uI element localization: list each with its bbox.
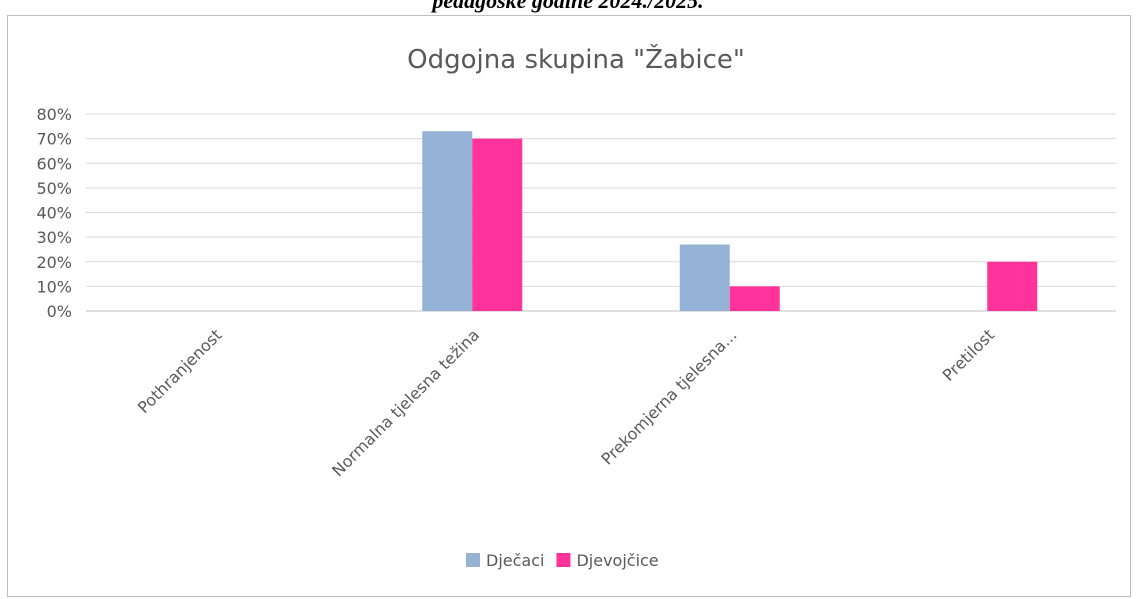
bar	[729, 286, 780, 311]
bar	[987, 261, 1038, 311]
y-tick-label: 0%	[47, 302, 72, 321]
legend-swatch	[466, 553, 480, 567]
category-label: Pretilost	[939, 325, 998, 384]
legend-label: Dječaci	[486, 551, 544, 570]
x-axis-categories: Pothranjenost Normalna tjelesna težina Pre…	[134, 325, 998, 480]
category-label: Normalna tjelesna težina	[328, 325, 483, 480]
bar	[422, 131, 473, 311]
category-label: Pothranjenost	[134, 325, 226, 417]
legend-label: Djevojčice	[576, 551, 658, 570]
bars	[422, 131, 1038, 311]
y-tick-label: 70%	[36, 130, 72, 149]
chart-title: Odgojna skupina "Žabice"	[407, 43, 745, 75]
legend: Dječaci Djevojčice	[466, 551, 659, 570]
y-tick-label: 50%	[36, 179, 72, 198]
category-label: Prekomjerna tjelesna...	[597, 325, 740, 468]
document-heading: pedagoške godine 2024./2025.	[432, 0, 704, 13]
y-tick-label: 30%	[36, 228, 72, 247]
y-tick-label: 10%	[36, 277, 72, 296]
chart-area	[7, 15, 1131, 597]
y-tick-label: 60%	[36, 154, 72, 173]
y-tick-label: 20%	[36, 253, 72, 272]
bar	[472, 138, 523, 311]
legend-swatch	[556, 553, 571, 567]
y-tick-label: 40%	[36, 204, 72, 223]
gridlines	[86, 113, 1116, 312]
y-axis-ticks: 0% 10% 20% 30% 40% 50% 60% 70% 80%	[36, 105, 72, 321]
bar	[679, 244, 730, 311]
y-tick-label: 80%	[36, 105, 72, 124]
